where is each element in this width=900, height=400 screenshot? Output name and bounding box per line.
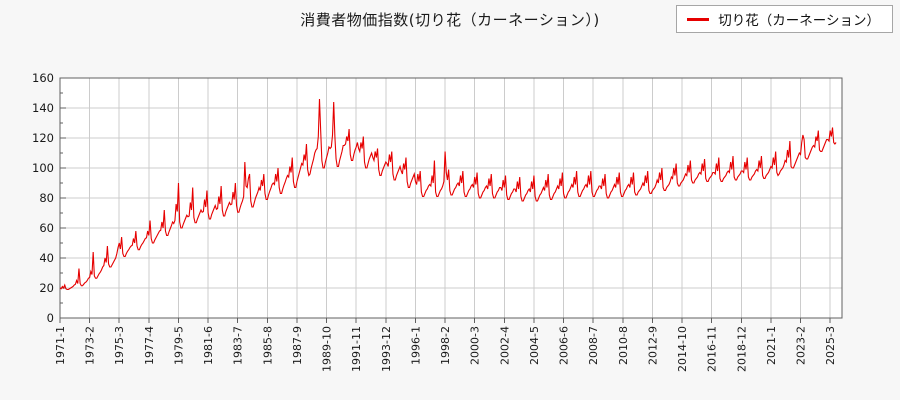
x-tick-label: 2016-11 [706,326,719,372]
x-tick-label: 1989-10 [321,326,334,372]
data-line-carnation [59,98,837,291]
x-tick-label: 1998-2 [439,326,452,365]
x-tick-label: 1979-5 [172,326,185,365]
y-tick-label: 0 [47,311,54,325]
legend-line-swatch [687,17,710,21]
y-tick-label: 100 [32,161,54,175]
legend-label: 切り花（カーネーション） [718,13,880,29]
x-tick-label: 1993-12 [380,326,393,372]
x-tick-label: 1991-11 [350,326,363,372]
x-tick-label: 1977-4 [143,326,156,365]
x-tick-label: 2023-2 [795,326,808,365]
chart-title: 消費者物価指数(切り花（カーネーション）) [300,11,600,29]
y-tick-label: 80 [39,191,54,205]
y-tick-label: 20 [39,281,54,295]
x-tick-label: 1975-3 [113,326,126,365]
x-tick-label: 2018-12 [735,326,748,372]
x-tick-label: 1987-9 [291,326,304,365]
x-tick-label: 2002-4 [498,326,511,365]
x-tick-label: 2008-7 [587,326,600,365]
x-tick-label: 1985-8 [261,326,274,365]
legend: 切り花（カーネーション） [676,5,893,33]
y-tick-label: 140 [32,101,54,115]
x-tick-label: 2000-3 [469,326,482,365]
x-tick-label: 1971-1 [54,326,67,365]
x-tick-label: 1996-1 [409,326,422,365]
y-tick-label: 60 [39,221,54,235]
x-tick-label: 1981-6 [202,326,215,365]
x-tick-label: 2010-8 [617,326,630,365]
x-tick-label: 2004-5 [528,326,541,365]
x-tick-label: 2021-1 [765,326,778,365]
x-tick-label: 1973-2 [84,326,97,365]
y-tick-label: 160 [32,71,54,85]
x-tick-label: 2025-3 [824,326,837,365]
x-tick-label: 2012-9 [646,326,659,365]
x-tick-label: 2006-6 [558,326,571,365]
y-tick-label: 40 [39,251,54,265]
x-tick-label: 1983-7 [232,326,245,365]
x-tick-label: 2014-10 [676,326,689,372]
y-tick-label: 120 [32,131,54,145]
